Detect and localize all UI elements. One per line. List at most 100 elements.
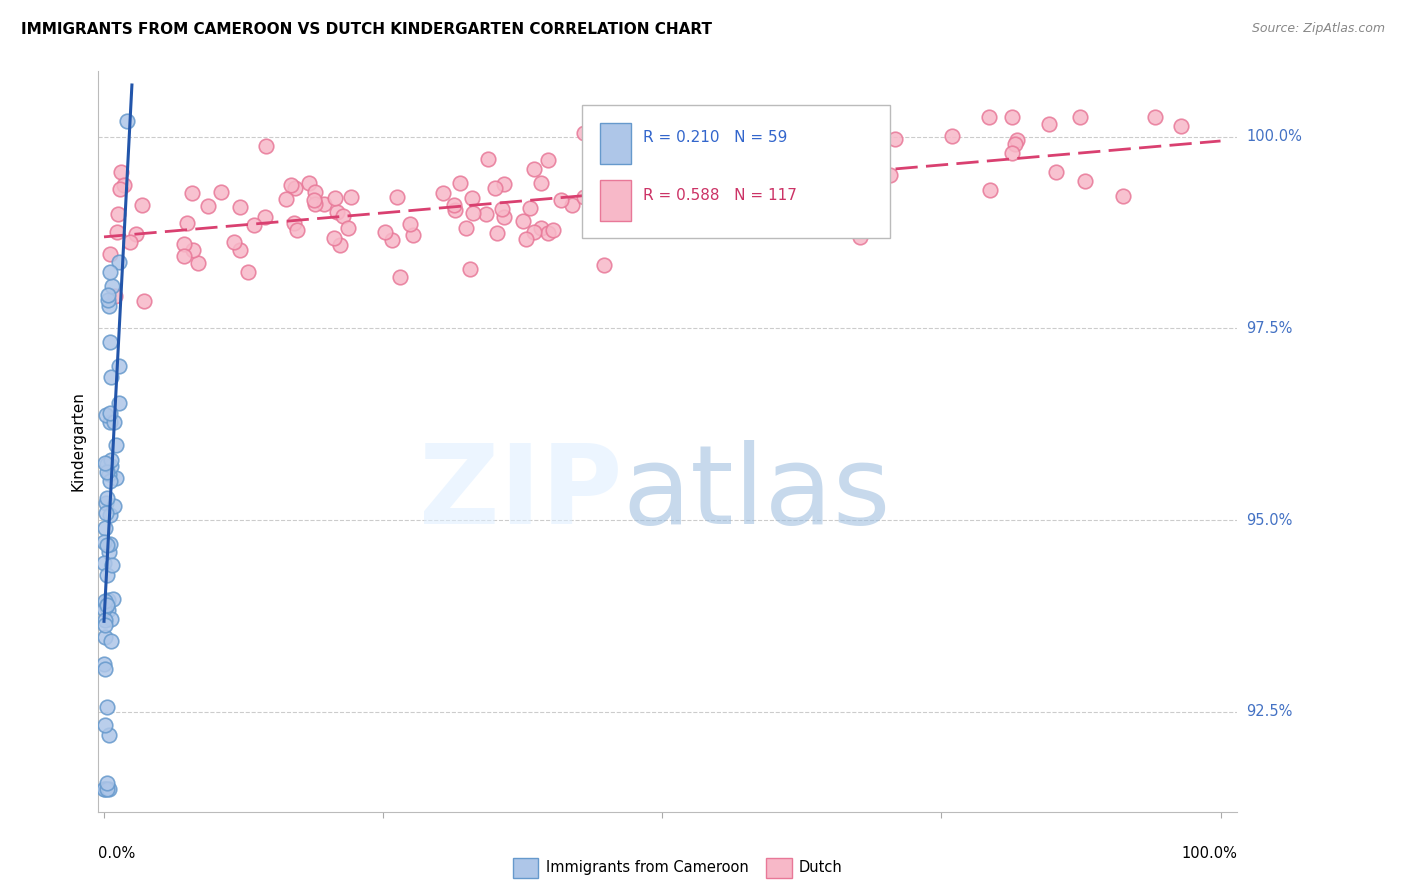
Point	[96, 491, 118, 505]
Text: 0.0%: 0.0%	[98, 847, 135, 862]
Point	[229, 244, 252, 258]
Point	[619, 202, 641, 217]
Point	[304, 197, 326, 211]
Point	[475, 207, 498, 221]
Point	[752, 187, 775, 202]
Point	[96, 776, 118, 790]
Point	[254, 139, 277, 153]
Point	[107, 207, 129, 221]
Point	[284, 180, 307, 194]
Point	[93, 602, 115, 616]
Point	[96, 598, 118, 612]
Point	[302, 194, 325, 208]
Point	[94, 507, 117, 521]
Point	[477, 153, 499, 167]
Point	[1069, 111, 1091, 125]
Point	[1004, 136, 1026, 151]
Point	[748, 165, 770, 179]
Point	[979, 183, 1001, 197]
Point	[98, 335, 121, 350]
Point	[561, 198, 583, 212]
Text: IMMIGRANTS FROM CAMEROON VS DUTCH KINDERGARTEN CORRELATION CHART: IMMIGRANTS FROM CAMEROON VS DUTCH KINDER…	[21, 22, 711, 37]
Point	[593, 258, 616, 272]
Point	[731, 216, 754, 230]
Point	[100, 612, 122, 626]
Point	[98, 474, 121, 488]
Point	[1045, 165, 1067, 179]
Point	[735, 203, 758, 218]
Point	[616, 178, 638, 193]
Point	[494, 177, 516, 191]
Point	[110, 182, 132, 196]
Point	[96, 538, 118, 552]
Text: Dutch: Dutch	[799, 861, 842, 875]
Point	[786, 144, 808, 158]
Point	[108, 254, 131, 268]
Point	[242, 218, 264, 232]
Point	[883, 132, 905, 146]
Point	[97, 299, 120, 313]
Point	[374, 225, 396, 239]
Point	[1143, 111, 1166, 125]
Point	[979, 111, 1001, 125]
Point	[828, 158, 851, 172]
Point	[98, 537, 121, 551]
Point	[280, 178, 302, 192]
Text: 92.5%: 92.5%	[1246, 705, 1292, 720]
Point	[530, 176, 553, 190]
Point	[718, 194, 741, 208]
Point	[461, 191, 484, 205]
Point	[115, 114, 138, 128]
Point	[104, 471, 127, 485]
Point	[1038, 117, 1060, 131]
Point	[689, 160, 711, 174]
Point	[458, 261, 481, 276]
Point	[98, 416, 121, 430]
Point	[515, 232, 537, 246]
Point	[94, 781, 117, 796]
Point	[537, 153, 560, 167]
Point	[1170, 119, 1192, 133]
Point	[523, 162, 546, 177]
Point	[97, 603, 120, 617]
Point	[283, 216, 305, 230]
Text: Immigrants from Cameroon: Immigrants from Cameroon	[546, 861, 748, 875]
Point	[298, 176, 321, 190]
Point	[103, 416, 125, 430]
Text: ZIP: ZIP	[419, 440, 623, 547]
Point	[716, 208, 738, 222]
Point	[93, 657, 115, 671]
Bar	[599, 123, 631, 164]
Point	[530, 221, 553, 235]
Text: 100.0%: 100.0%	[1246, 129, 1302, 145]
Point	[112, 178, 135, 193]
Point	[322, 231, 344, 245]
Point	[93, 534, 115, 549]
Point	[94, 717, 117, 731]
Point	[454, 220, 477, 235]
Point	[522, 225, 544, 239]
Text: 97.5%: 97.5%	[1246, 321, 1292, 336]
Point	[104, 289, 127, 303]
Point	[449, 176, 471, 190]
Text: R = 0.588   N = 117: R = 0.588 N = 117	[643, 188, 797, 203]
FancyBboxPatch shape	[582, 104, 890, 238]
Point	[197, 198, 219, 212]
Y-axis label: Kindergarten: Kindergarten	[70, 392, 86, 491]
Point	[432, 186, 454, 200]
Point	[849, 230, 872, 244]
Point	[96, 699, 118, 714]
Point	[673, 184, 696, 198]
Point	[398, 217, 420, 231]
Point	[591, 199, 613, 213]
Point	[93, 630, 115, 644]
Point	[94, 496, 117, 510]
Point	[134, 293, 156, 308]
Point	[519, 201, 541, 215]
Point	[329, 238, 352, 252]
Point	[94, 408, 117, 422]
Point	[737, 171, 759, 186]
Point	[209, 185, 232, 199]
Point	[879, 169, 901, 183]
Point	[1001, 145, 1024, 160]
